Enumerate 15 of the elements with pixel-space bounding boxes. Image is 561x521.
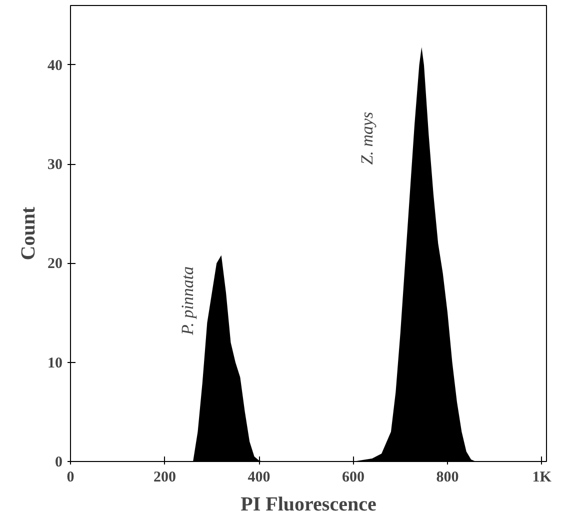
x-axis-title: PI Fluorescence [240,494,376,516]
y-tick-label: 30 [48,157,62,174]
x-tick-label: 400 [248,470,270,486]
y-tick-label: 0 [55,454,62,470]
x-tick-label: 600 [342,470,365,486]
y-tick-label: 40 [48,58,62,74]
y-axis-title: Count [18,206,40,260]
x-tick-label: 800 [436,470,459,486]
y-tick-label: 10 [48,355,62,372]
annotation: Z. mays [357,111,376,165]
y-tick-label: 20 [48,256,62,272]
x-tick-label: 200 [154,470,176,486]
annotation: P. pinnata [178,266,197,336]
x-tick-label: 0 [66,470,74,486]
x-tick-label: 1K [532,470,552,486]
